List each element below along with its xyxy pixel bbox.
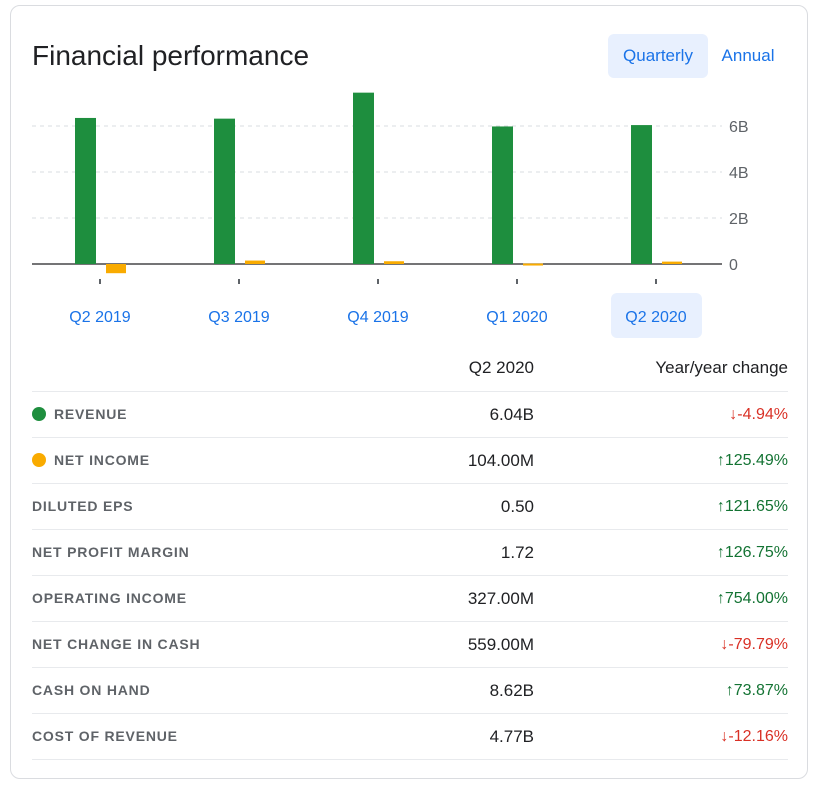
metric-label-text: DILUTED EPS xyxy=(32,498,134,514)
metric-label-text: OPERATING INCOME xyxy=(32,590,187,606)
metric-label: NET CHANGE IN CASH xyxy=(32,622,200,667)
arrow-up-icon: ↑ xyxy=(716,498,725,515)
arrow-down-icon: ↓ xyxy=(720,636,729,653)
financial-card xyxy=(10,5,808,779)
metric-change: ↓-79.79% xyxy=(720,622,788,667)
table-row: OPERATING INCOME 327.00M ↑754.00% xyxy=(32,576,788,622)
arrow-down-icon: ↓ xyxy=(729,406,738,423)
metric-label: DILUTED EPS xyxy=(32,484,133,529)
legend-dot-icon xyxy=(32,453,46,467)
net-income-bar xyxy=(384,261,404,264)
metric-value: 327.00M xyxy=(467,589,534,608)
metric-change-text: 125.49% xyxy=(724,452,788,469)
metric-value: 0.50 xyxy=(500,497,534,516)
metric-value: 104.00M xyxy=(467,451,534,470)
table-row: DILUTED EPS 0.50 ↑121.65% xyxy=(32,484,788,530)
metric-change: ↑126.75% xyxy=(717,530,788,575)
metric-value: 4.77B xyxy=(489,727,534,746)
metric-change: ↑121.65% xyxy=(717,484,788,529)
metric-change: ↑125.49% xyxy=(717,438,788,483)
y-tick-label: 6B xyxy=(729,119,749,136)
metric-label-text: REVENUE xyxy=(54,406,128,422)
table-row: NET PROFIT MARGIN 1.72 ↑126.75% xyxy=(32,530,788,576)
y-tick-label: 0 xyxy=(729,257,738,274)
metric-label-text: CASH ON HAND xyxy=(32,682,151,698)
metric-label: OPERATING INCOME xyxy=(32,576,187,621)
x-category-label[interactable]: Q4 2019 xyxy=(347,309,408,326)
metric-value: 559.00M xyxy=(467,635,534,654)
net-income-bar xyxy=(245,260,265,264)
metric-change-text: 73.87% xyxy=(733,682,788,699)
metric-label: NET INCOME xyxy=(32,438,150,483)
revenue-bar xyxy=(214,118,235,264)
arrow-up-icon: ↑ xyxy=(716,452,725,469)
metric-change-text: -79.79% xyxy=(728,636,788,653)
arrow-up-icon: ↑ xyxy=(716,590,725,607)
table-header: Q2 2020 Year/year change xyxy=(32,345,788,392)
revenue-bar xyxy=(353,92,374,265)
arrow-up-icon: ↑ xyxy=(716,544,725,561)
metric-value: 8.62B xyxy=(489,681,534,700)
metric-change-text: -4.94% xyxy=(737,406,788,423)
col-period-header: Q2 2020 xyxy=(468,358,534,377)
metric-label-text: NET CHANGE IN CASH xyxy=(32,636,201,652)
metric-label: NET PROFIT MARGIN xyxy=(32,530,189,575)
financial-table: Q2 2020 Year/year change REVENUE 6.04B ↓-4… xyxy=(32,345,788,760)
metric-label: CASH ON HAND xyxy=(32,668,151,713)
metric-label-text: NET INCOME xyxy=(54,452,150,468)
arrow-down-icon: ↓ xyxy=(720,728,729,745)
table-row: NET INCOME 104.00M ↑125.49% xyxy=(32,438,788,484)
toggle-quarterly[interactable]: Quarterly xyxy=(608,34,708,78)
metric-change: ↓-4.94% xyxy=(729,392,788,437)
net-income-bar xyxy=(662,261,682,264)
metric-change: ↓-12.16% xyxy=(720,714,788,759)
metric-value: 6.04B xyxy=(489,405,534,424)
net-income-bar xyxy=(523,263,543,266)
metric-label-text: COST OF REVENUE xyxy=(32,728,178,744)
metric-change: ↑73.87% xyxy=(726,668,788,713)
metric-label-text: NET PROFIT MARGIN xyxy=(32,544,190,560)
x-category-label[interactable]: Q3 2019 xyxy=(208,309,269,326)
arrow-up-icon: ↑ xyxy=(725,682,734,699)
col-change-header: Year/year change xyxy=(655,358,788,377)
metric-change-text: 121.65% xyxy=(724,498,788,515)
table-row: REVENUE 6.04B ↓-4.94% xyxy=(32,392,788,438)
table-row: CASH ON HAND 8.62B ↑73.87% xyxy=(32,668,788,714)
revenue-bar xyxy=(75,117,96,264)
x-category-label[interactable]: Q2 2020 xyxy=(625,309,686,326)
selected-quarter-highlight xyxy=(611,293,702,338)
metric-change-text: 126.75% xyxy=(724,544,788,561)
metric-change: ↑754.00% xyxy=(717,576,788,621)
table-row: COST OF REVENUE 4.77B ↓-12.16% xyxy=(32,714,788,760)
metric-change-text: -12.16% xyxy=(728,728,788,745)
y-tick-label: 4B xyxy=(729,165,749,182)
net-income-bar xyxy=(106,264,126,274)
card-title: Financial performance xyxy=(32,40,310,71)
toggle-annual[interactable]: Annual xyxy=(721,46,775,65)
x-category-label[interactable]: Q1 2020 xyxy=(486,309,547,326)
legend-dot-icon xyxy=(32,407,46,421)
y-tick-label: 2B xyxy=(729,211,749,228)
table-row: NET CHANGE IN CASH 559.00M ↓-79.79% xyxy=(32,622,788,668)
revenue-bar xyxy=(631,125,652,264)
metric-value: 1.72 xyxy=(500,543,534,562)
metric-label: REVENUE xyxy=(32,392,127,437)
metric-label: COST OF REVENUE xyxy=(32,714,178,759)
bar-chart: 0 2B 4B 6B Q2 2019 Q3 2019 Q4 2019 Q1 2020 Q2 20… xyxy=(32,92,749,326)
x-category-label[interactable]: Q2 2019 xyxy=(69,309,130,326)
metric-change-text: 754.00% xyxy=(724,590,788,607)
revenue-bar xyxy=(492,126,513,265)
